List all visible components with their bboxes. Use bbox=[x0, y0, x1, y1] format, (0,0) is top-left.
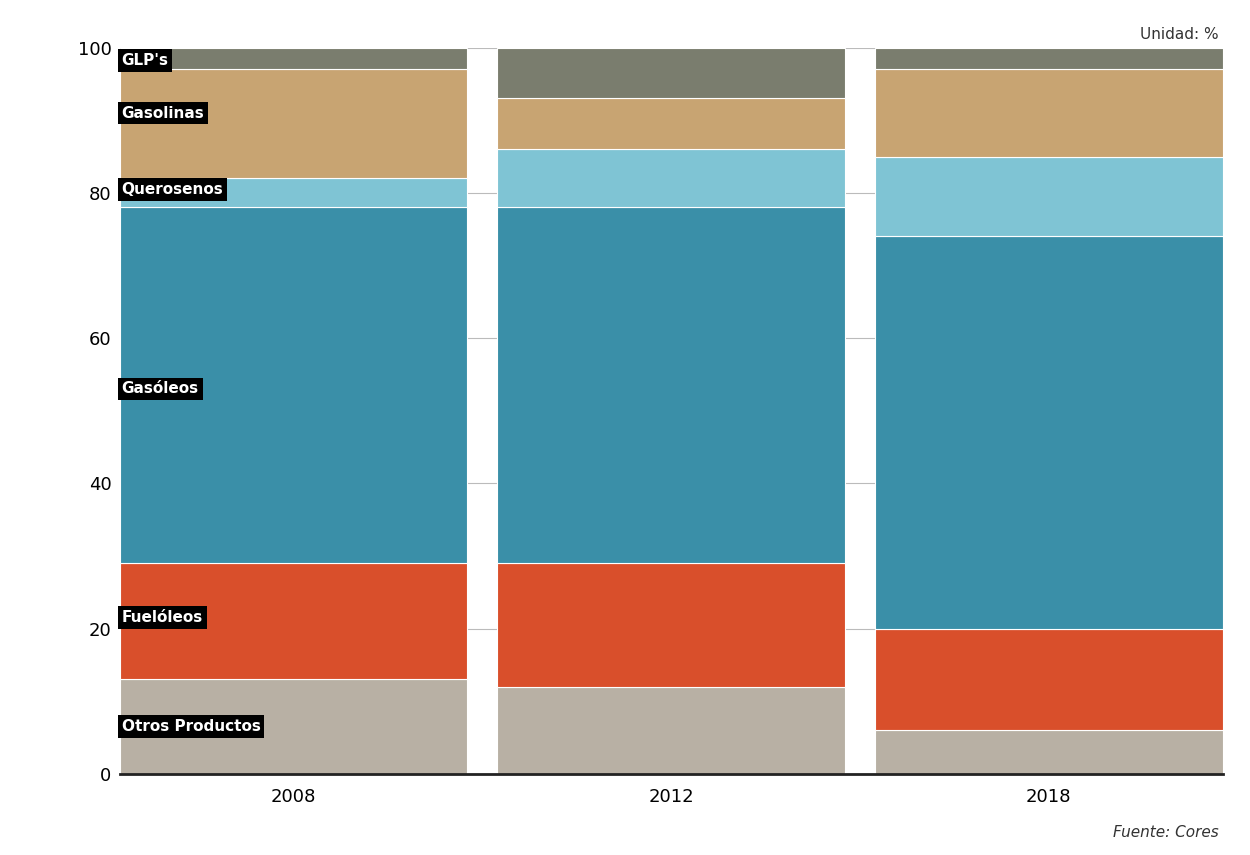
Bar bbox=[120, 48, 468, 69]
Bar bbox=[120, 69, 468, 179]
Bar bbox=[498, 98, 845, 150]
Bar bbox=[875, 69, 1222, 156]
Text: Fuente: Cores: Fuente: Cores bbox=[1112, 824, 1219, 840]
Text: Gasolinas: Gasolinas bbox=[121, 105, 204, 121]
Text: Otros Productos: Otros Productos bbox=[121, 719, 260, 734]
Bar bbox=[120, 179, 468, 208]
Text: Gasóleos: Gasóleos bbox=[121, 381, 199, 397]
Bar bbox=[120, 680, 468, 774]
Bar bbox=[120, 208, 468, 563]
Bar bbox=[498, 150, 845, 208]
Text: GLP's: GLP's bbox=[121, 53, 169, 68]
Text: Fuelóleos: Fuelóleos bbox=[121, 610, 202, 625]
Bar bbox=[875, 237, 1222, 628]
Bar bbox=[875, 48, 1222, 69]
Bar bbox=[875, 628, 1222, 730]
Text: Querosenos: Querosenos bbox=[121, 182, 224, 197]
Bar bbox=[498, 208, 845, 563]
Bar bbox=[875, 730, 1222, 774]
Bar bbox=[498, 563, 845, 687]
Text: Unidad: %: Unidad: % bbox=[1140, 27, 1219, 43]
Bar bbox=[498, 687, 845, 774]
Bar bbox=[120, 563, 468, 680]
Bar bbox=[875, 156, 1222, 237]
Bar bbox=[498, 48, 845, 98]
